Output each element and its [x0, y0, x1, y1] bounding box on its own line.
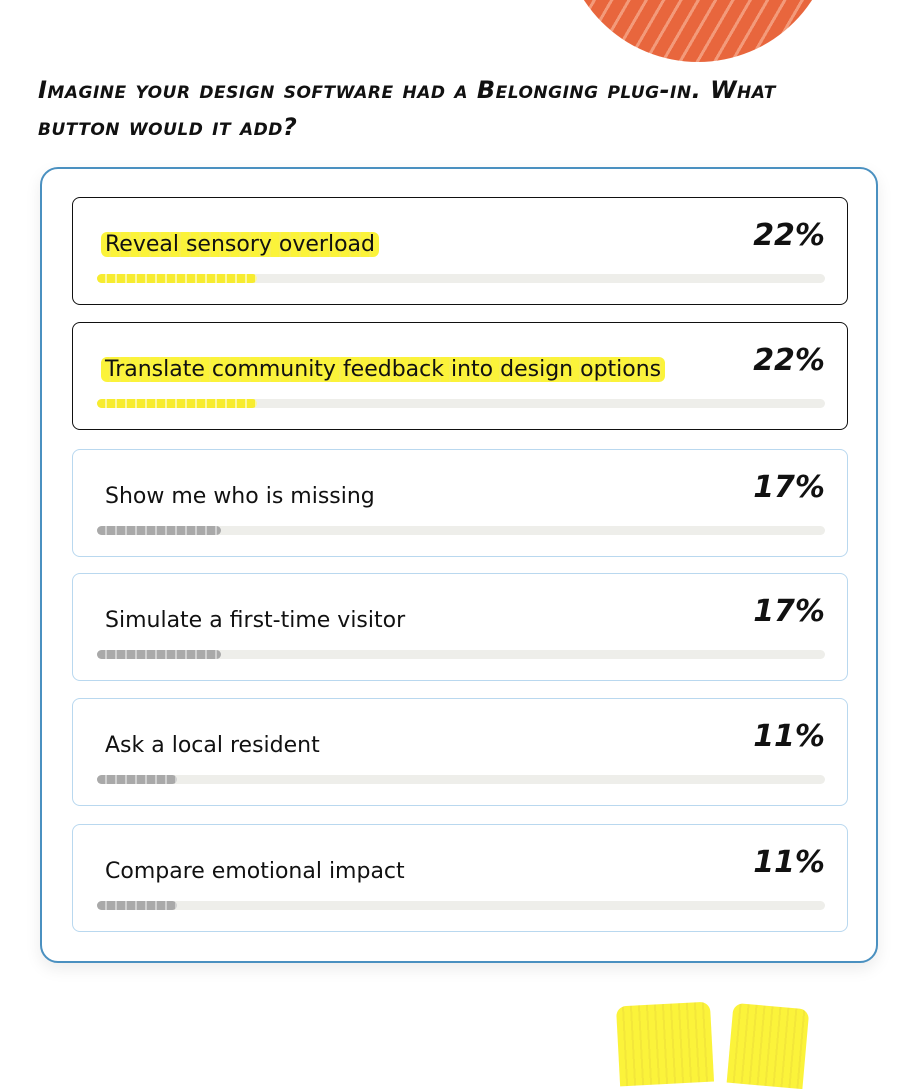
option-label: Translate community feedback into design… — [101, 357, 666, 382]
option-percent: 22% — [753, 343, 825, 378]
option-label: Reveal sensory overload — [101, 232, 379, 257]
poll-option[interactable]: Ask a local resident 11% — [72, 698, 848, 806]
poll-option[interactable]: Translate community feedback into design… — [72, 322, 848, 430]
progress-track — [97, 775, 825, 784]
progress-bar — [97, 775, 178, 784]
question: Imagine your design software had a Belon… — [38, 76, 776, 141]
progress-bar — [97, 901, 178, 910]
option-percent: 22% — [753, 218, 825, 253]
progress-bar — [97, 650, 221, 659]
poll-option[interactable]: Simulate a first-time visitor 17% — [72, 573, 848, 681]
option-label: Compare emotional impact — [105, 859, 405, 884]
option-percent: 11% — [753, 719, 825, 754]
progress-bar — [97, 526, 221, 535]
progress-track — [97, 650, 825, 659]
progress-track — [97, 399, 825, 408]
progress-track — [97, 274, 825, 283]
option-percent: 17% — [753, 470, 825, 505]
decor-circle — [562, 0, 834, 62]
progress-bar — [97, 274, 258, 283]
option-label: Show me who is missing — [105, 484, 375, 509]
poll-option[interactable]: Reveal sensory overload 22% — [72, 197, 848, 305]
poll-option[interactable]: Compare emotional impact 11% — [72, 824, 848, 932]
option-percent: 11% — [753, 845, 825, 880]
progress-track — [97, 526, 825, 535]
decor-shape — [726, 1002, 810, 1089]
progress-track — [97, 901, 825, 910]
poll-option[interactable]: Show me who is missing 17% — [72, 449, 848, 557]
option-label: Ask a local resident — [105, 733, 320, 758]
poll-card: Reveal sensory overload 22% Translate comm… — [40, 167, 878, 963]
progress-bar — [97, 399, 258, 408]
decor-shape — [615, 1001, 715, 1087]
option-percent: 17% — [753, 594, 825, 629]
option-label: Simulate a first-time visitor — [105, 608, 406, 633]
